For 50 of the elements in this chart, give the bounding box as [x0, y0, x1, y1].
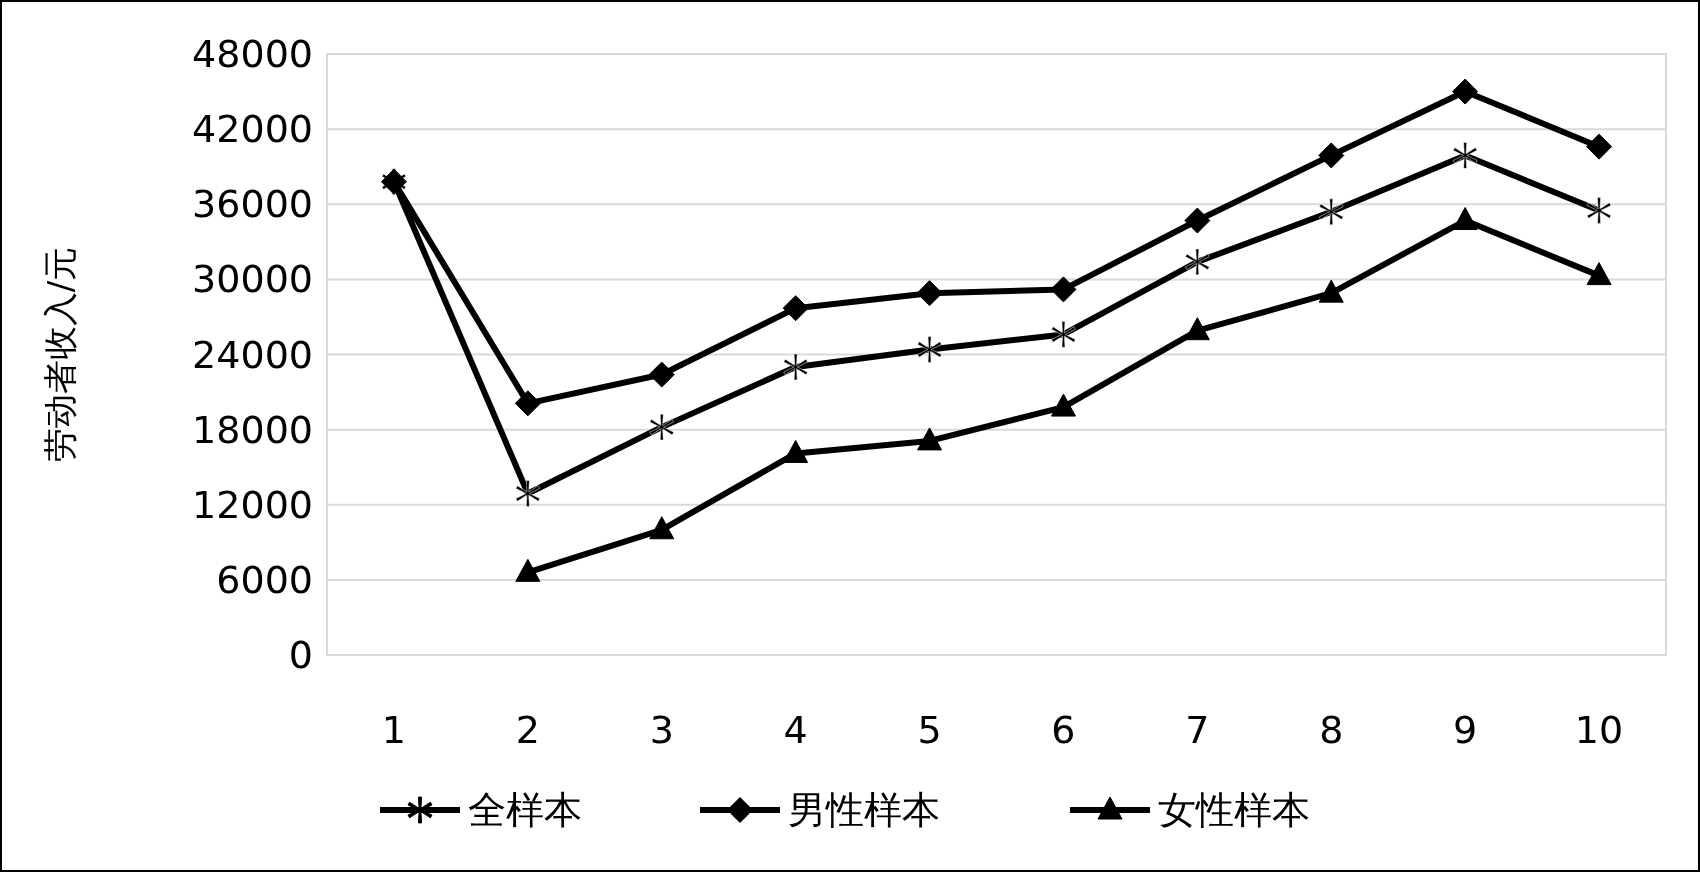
point [1185, 248, 1210, 275]
point [1452, 142, 1478, 169]
point [1051, 321, 1076, 348]
point [1318, 279, 1344, 303]
legend-label: 全样本 [468, 788, 582, 832]
y-tick-label: 30000 [192, 257, 313, 302]
point [782, 295, 809, 322]
point [1452, 207, 1478, 231]
point [649, 413, 674, 441]
point [917, 336, 942, 363]
y-tick-label: 48000 [192, 32, 313, 76]
x-tick-label: 5 [917, 708, 942, 752]
y-tick-label: 36000 [192, 182, 313, 227]
point [783, 439, 809, 463]
point [917, 427, 943, 451]
point [1586, 262, 1612, 286]
point [1050, 276, 1077, 303]
point [1318, 142, 1345, 169]
point [515, 480, 541, 507]
point [515, 558, 541, 582]
x-tick-label: 9 [1453, 708, 1478, 752]
point [916, 280, 943, 307]
point [1586, 133, 1613, 160]
point [514, 390, 541, 417]
x-tick-label: 4 [783, 708, 808, 752]
x-tick-label: 3 [649, 708, 674, 752]
x-tick-label: 10 [1574, 708, 1624, 752]
point [783, 353, 808, 381]
y-tick-label: 0 [288, 633, 313, 677]
legend-label: 女性样本 [1158, 788, 1310, 832]
point [1586, 197, 1612, 224]
y-tick-label: 12000 [192, 482, 313, 527]
x-tick-label: 6 [1051, 708, 1076, 752]
point [1452, 78, 1479, 105]
point [1184, 317, 1210, 341]
y-axis-title: 劳动者收入/元 [40, 246, 80, 463]
point [1319, 198, 1344, 225]
y-tick-label: 18000 [192, 407, 313, 452]
x-tick-label: 1 [381, 708, 407, 752]
point [649, 516, 675, 540]
point [1184, 207, 1211, 234]
legend-label: 男性样本 [788, 788, 940, 832]
y-tick-label: 6000 [216, 557, 313, 602]
point [1050, 393, 1076, 417]
point [648, 361, 675, 388]
x-tick-label: 8 [1319, 708, 1344, 752]
y-tick-label: 42000 [192, 107, 313, 152]
x-tick-label: 2 [515, 708, 540, 752]
x-tick-label: 7 [1185, 708, 1210, 752]
y-tick-label: 24000 [192, 332, 313, 377]
